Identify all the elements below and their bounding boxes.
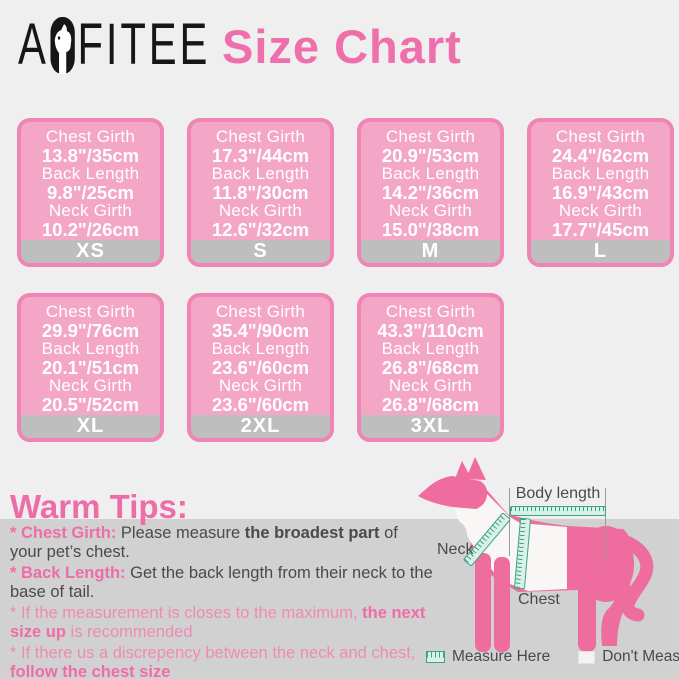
measure-label: Neck Girth bbox=[388, 201, 473, 221]
measure-value: 24.4"/62cm bbox=[551, 144, 650, 166]
measure-label: Chest Girth bbox=[385, 302, 476, 321]
measure-value: 20.9"/53cm bbox=[381, 144, 480, 166]
dog-ear-front bbox=[454, 461, 471, 481]
measure-value: 23.6"/60cm bbox=[211, 393, 310, 415]
tip-chest-discrepancy: * If there us a discrepency between the … bbox=[10, 644, 416, 679]
measure-label: Neck Girth bbox=[218, 201, 303, 221]
page-title: Size Chart bbox=[222, 20, 462, 73]
size-card-2xl: Chest Girth 35.4"/90cm Back Length 23.6"… bbox=[187, 293, 334, 442]
measure-legend: Measure Here Don't Measure Here bbox=[426, 648, 679, 666]
dog-tail bbox=[611, 532, 654, 622]
measure-value: 12.6"/32cm bbox=[211, 218, 310, 240]
measure-label: Back Length bbox=[381, 164, 480, 184]
measure-label: Back Length bbox=[211, 164, 310, 184]
size-label: S bbox=[191, 240, 330, 263]
measure-value: 10.2"/26cm bbox=[41, 218, 140, 240]
measure-value: 35.4"/90cm bbox=[211, 319, 310, 341]
measure-value: 20.5"/52cm bbox=[41, 393, 140, 415]
brand-dog-icon bbox=[50, 16, 75, 74]
measure-value: 13.8"/35cm bbox=[41, 144, 140, 166]
warm-tips-heading: Warm Tips: bbox=[10, 488, 188, 525]
dog-ear-back bbox=[466, 457, 486, 480]
size-card-s: Chest Girth 17.3"/44cm Back Length 11.8"… bbox=[187, 118, 334, 267]
tip-back-length: * Back Length: Get the back length from … bbox=[10, 564, 433, 601]
dont-measure-swatch-icon bbox=[578, 650, 596, 664]
measure-label: Chest Girth bbox=[45, 302, 136, 321]
size-label: M bbox=[361, 240, 500, 263]
size-card-3xl: Chest Girth 43.3"/110cm Back Length 26.8… bbox=[357, 293, 504, 442]
measure-label: Chest Girth bbox=[215, 127, 306, 146]
size-cards-row-2: Chest Girth 29.9"/76cm Back Length 20.1"… bbox=[17, 293, 504, 442]
measure-value: 14.2"/36cm bbox=[381, 181, 480, 203]
measure-label: Neck Girth bbox=[48, 376, 133, 396]
measure-value: 17.3"/44cm bbox=[211, 144, 310, 166]
size-card-xl: Chest Girth 29.9"/76cm Back Length 20.1"… bbox=[17, 293, 164, 442]
dog-front-leg bbox=[494, 557, 510, 652]
dog-hind-leg bbox=[578, 579, 596, 652]
measure-here-label: Measure Here bbox=[452, 648, 551, 665]
measure-value: 17.7"/45cm bbox=[551, 218, 650, 240]
brand-logo: A FITEE bbox=[18, 14, 210, 76]
measure-value: 43.3"/110cm bbox=[377, 319, 484, 341]
dog-front-leg bbox=[475, 553, 491, 652]
measure-label: Back Length bbox=[41, 339, 140, 359]
dont-measure-here-label: Don't Measure Here bbox=[602, 648, 679, 665]
brand-letter-a: A bbox=[18, 12, 49, 77]
measure-label: Neck Girth bbox=[388, 376, 473, 396]
size-label: 3XL bbox=[361, 415, 500, 438]
measure-label: Back Length bbox=[211, 339, 310, 359]
measure-label: Back Length bbox=[41, 164, 140, 184]
measure-value: 15.0"/38cm bbox=[381, 218, 480, 240]
measure-label: Back Length bbox=[551, 164, 650, 184]
warm-tips-list: * Chest Girth: Please measure the broade… bbox=[10, 524, 434, 679]
size-card-l: Chest Girth 24.4"/62cm Back Length 16.9"… bbox=[527, 118, 674, 267]
measure-label: Chest Girth bbox=[45, 127, 136, 146]
measure-label: Chest Girth bbox=[385, 127, 476, 146]
measure-value: 26.8"/68cm bbox=[381, 356, 480, 378]
brand-letters-fitee: FITEE bbox=[77, 12, 211, 77]
size-label: XS bbox=[21, 240, 160, 263]
warm-tips-panel bbox=[0, 519, 467, 679]
measure-label: Neck Girth bbox=[558, 201, 643, 221]
size-label: L bbox=[531, 240, 670, 263]
size-cards-row-1: Chest Girth 13.8"/35cm Back Length 9.8"/… bbox=[17, 118, 674, 267]
measure-here-tape-icon bbox=[426, 651, 445, 663]
size-label: XL bbox=[21, 415, 160, 438]
measure-value: 26.8"/68cm bbox=[381, 393, 480, 415]
tip-chest-girth: * Chest Girth: Please measure the broade… bbox=[10, 524, 398, 561]
measure-label: Chest Girth bbox=[555, 127, 646, 146]
measure-value: 16.9"/43cm bbox=[551, 181, 650, 203]
size-card-xs: Chest Girth 13.8"/35cm Back Length 9.8"/… bbox=[17, 118, 164, 267]
measure-value: 9.8"/25cm bbox=[47, 181, 134, 203]
dog-hind-leg-rear bbox=[601, 559, 631, 646]
measure-value: 20.1"/51cm bbox=[41, 356, 140, 378]
size-label: 2XL bbox=[191, 415, 330, 438]
measure-value: 29.9"/76cm bbox=[41, 319, 140, 341]
measure-value: 23.6"/60cm bbox=[211, 356, 310, 378]
measure-label: Chest Girth bbox=[215, 302, 306, 321]
measure-label: Back Length bbox=[381, 339, 480, 359]
size-card-m: Chest Girth 20.9"/53cm Back Length 14.2"… bbox=[357, 118, 504, 267]
measure-label: Neck Girth bbox=[48, 201, 133, 221]
measure-value: 11.8"/30cm bbox=[212, 181, 309, 203]
tip-size-up: * If the measurement is closes to the ma… bbox=[10, 604, 426, 641]
dog-head bbox=[418, 476, 488, 509]
measure-label: Neck Girth bbox=[218, 376, 303, 396]
